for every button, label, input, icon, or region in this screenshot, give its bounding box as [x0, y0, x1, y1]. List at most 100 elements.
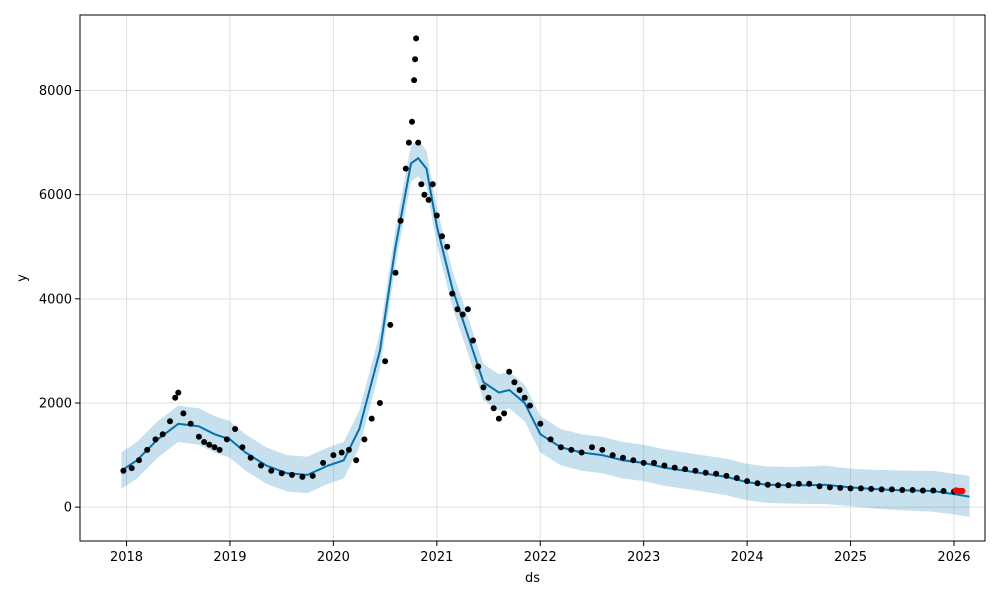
observed-point — [405, 139, 412, 146]
observed-point — [470, 337, 476, 344]
observed-point — [826, 484, 833, 491]
observed-point — [392, 269, 399, 276]
observed-point — [723, 472, 730, 479]
observed-point — [464, 306, 471, 313]
x-axis-ticks: 2018 2019 2020 2021 2022 2023 2024 2025 2026 — [110, 541, 971, 565]
y-tick-label: 2000 — [39, 396, 72, 411]
observed-point — [775, 482, 782, 489]
observed-point — [309, 472, 316, 479]
observed-point — [490, 405, 497, 412]
observed-point — [180, 410, 187, 417]
observed-point — [521, 394, 528, 401]
observed-point — [338, 449, 345, 456]
observed-point — [816, 483, 823, 490]
observed-point — [120, 467, 127, 474]
observed-point — [640, 459, 647, 466]
observed-point — [172, 394, 179, 401]
observed-point — [223, 436, 230, 443]
observed-point — [795, 480, 802, 487]
x-tick-label: 2020 — [317, 550, 350, 565]
observed-point — [454, 306, 461, 313]
observed-point — [940, 488, 947, 494]
observed-point — [537, 420, 544, 427]
observed-point — [568, 446, 575, 453]
observed-point — [136, 457, 142, 464]
observed-point — [211, 444, 218, 451]
observed-point — [382, 358, 389, 365]
observed-point — [630, 457, 637, 464]
observed-point — [201, 439, 208, 445]
observed-point — [247, 454, 254, 461]
observed-point — [557, 444, 564, 451]
observed-point — [433, 212, 440, 219]
observed-point — [376, 400, 383, 406]
observed-point — [268, 467, 275, 474]
observed-point — [152, 436, 159, 443]
observed-point — [661, 462, 668, 469]
observed-point — [806, 480, 813, 487]
x-tick-label: 2025 — [834, 550, 867, 565]
uncertainty-band — [121, 140, 970, 517]
observed-point — [449, 290, 456, 297]
observed-point — [415, 139, 422, 146]
observed-point — [837, 484, 844, 491]
observed-point — [511, 379, 518, 386]
y-axis-label: y — [15, 274, 30, 282]
observed-point — [345, 446, 352, 453]
observed-point — [702, 469, 709, 476]
observed-point — [413, 35, 420, 42]
observed-point — [847, 485, 854, 492]
observed-point — [320, 459, 327, 466]
highlight-point — [959, 487, 966, 495]
x-tick-label: 2024 — [731, 550, 764, 565]
observed-point — [909, 487, 916, 493]
observed-point — [444, 243, 451, 250]
observed-point — [206, 441, 213, 448]
observed-point — [485, 394, 492, 401]
observed-point — [620, 454, 626, 461]
observed-point — [878, 486, 885, 493]
observed-point — [216, 446, 223, 453]
observed-point — [409, 118, 415, 125]
observed-point — [299, 473, 306, 480]
observed-point — [651, 459, 657, 466]
observed-point — [599, 446, 606, 453]
observed-point — [144, 446, 151, 453]
observed-point — [754, 480, 761, 487]
observed-point — [682, 466, 689, 473]
observed-point — [547, 436, 554, 443]
observed-point — [480, 384, 487, 391]
grid-lines — [80, 15, 985, 541]
observed-point — [713, 470, 720, 477]
observed-point — [278, 470, 285, 477]
x-axis-label: ds — [525, 571, 540, 586]
observed-point — [578, 449, 585, 456]
observed-point — [475, 363, 482, 370]
observed-point — [239, 444, 246, 451]
observed-point — [868, 485, 875, 492]
observed-point — [785, 482, 792, 489]
observed-point — [411, 77, 418, 84]
x-tick-label: 2021 — [420, 550, 453, 565]
observed-point — [439, 233, 445, 240]
y-tick-label: 8000 — [39, 84, 72, 99]
x-tick-label: 2018 — [110, 550, 143, 565]
observed-point — [888, 486, 895, 493]
observed-point — [361, 436, 368, 443]
y-tick-label: 0 — [64, 501, 72, 516]
x-tick-label: 2026 — [937, 550, 970, 565]
y-tick-label: 6000 — [39, 188, 72, 203]
observed-point — [516, 387, 523, 393]
observed-point — [402, 165, 409, 172]
observed-point — [368, 415, 375, 422]
observed-point — [526, 402, 533, 409]
observed-point — [733, 475, 740, 481]
observed-point — [919, 487, 926, 494]
observed-point — [425, 196, 432, 203]
observed-point — [671, 464, 678, 471]
observed-point — [609, 452, 616, 459]
observed-point — [128, 465, 135, 472]
uncertainty-interval — [121, 140, 970, 517]
